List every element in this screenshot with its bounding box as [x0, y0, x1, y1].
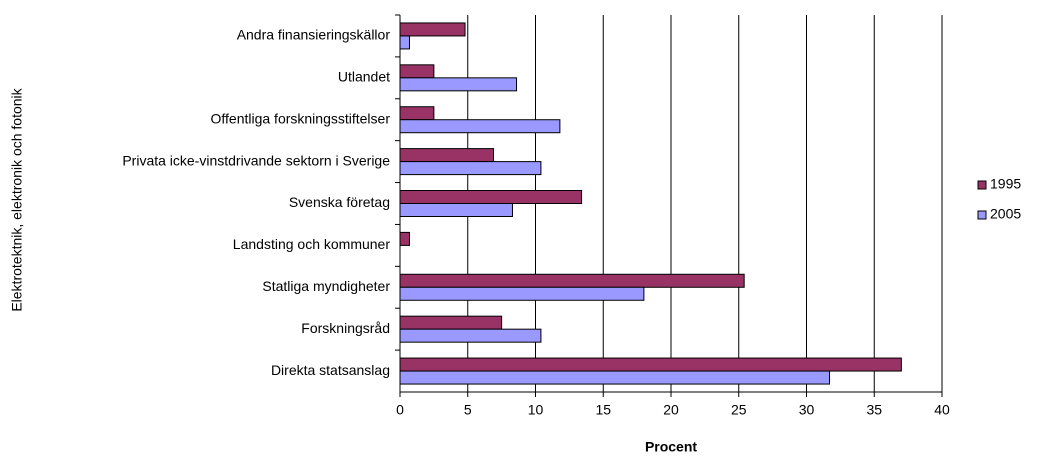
- y-tick-label: Svenska företag: [289, 194, 390, 210]
- y-tick-label: Statliga myndigheter: [262, 278, 390, 294]
- x-tick-label: 35: [866, 402, 882, 418]
- y-tick-label: Offentliga forskningsstiftelser: [211, 110, 391, 126]
- x-tick-label: 30: [799, 402, 815, 418]
- bar: [399, 273, 745, 288]
- bar: [399, 286, 645, 301]
- bar: [399, 77, 518, 92]
- legend-swatch: [977, 180, 987, 190]
- y-tick-label: Privata icke-vinstdrivande sektorn i Sve…: [122, 152, 390, 168]
- y-tick-label: Utlandet: [338, 69, 390, 85]
- bar: [399, 231, 410, 246]
- bar: [399, 22, 466, 37]
- bar: [399, 106, 435, 121]
- legend-label: 1995: [990, 176, 1021, 192]
- y-tick-label: Andra finansieringskällor: [237, 27, 391, 43]
- legend-label: 2005: [990, 206, 1021, 222]
- x-tick-label: 0: [396, 402, 404, 418]
- x-tick-label: 15: [595, 402, 611, 418]
- bar: [399, 357, 902, 372]
- x-tick-label: 20: [663, 402, 679, 418]
- bar: [399, 328, 542, 343]
- bar: [399, 119, 561, 134]
- bar: [399, 203, 513, 217]
- bar: [399, 161, 542, 176]
- legend-swatch: [977, 210, 987, 220]
- x-tick-label: 10: [528, 402, 544, 418]
- bar: [399, 370, 831, 385]
- bar: [399, 315, 503, 330]
- x-tick-label: 25: [731, 402, 747, 418]
- x-tick-label: 5: [464, 402, 472, 418]
- y-tick-label: Direkta statsanslag: [271, 362, 390, 378]
- y-tick-label: Landsting och kommuner: [233, 236, 391, 252]
- y-axis-label: Elektrotektnik, elektronik och fotonik: [9, 87, 25, 311]
- bar: [399, 64, 435, 79]
- bar: [399, 35, 410, 50]
- x-tick-label: 40: [934, 402, 950, 418]
- x-axis-label: Procent: [645, 439, 697, 455]
- bar: [399, 190, 583, 204]
- bar: [399, 148, 494, 163]
- y-tick-label: Forskningsråd: [301, 320, 390, 336]
